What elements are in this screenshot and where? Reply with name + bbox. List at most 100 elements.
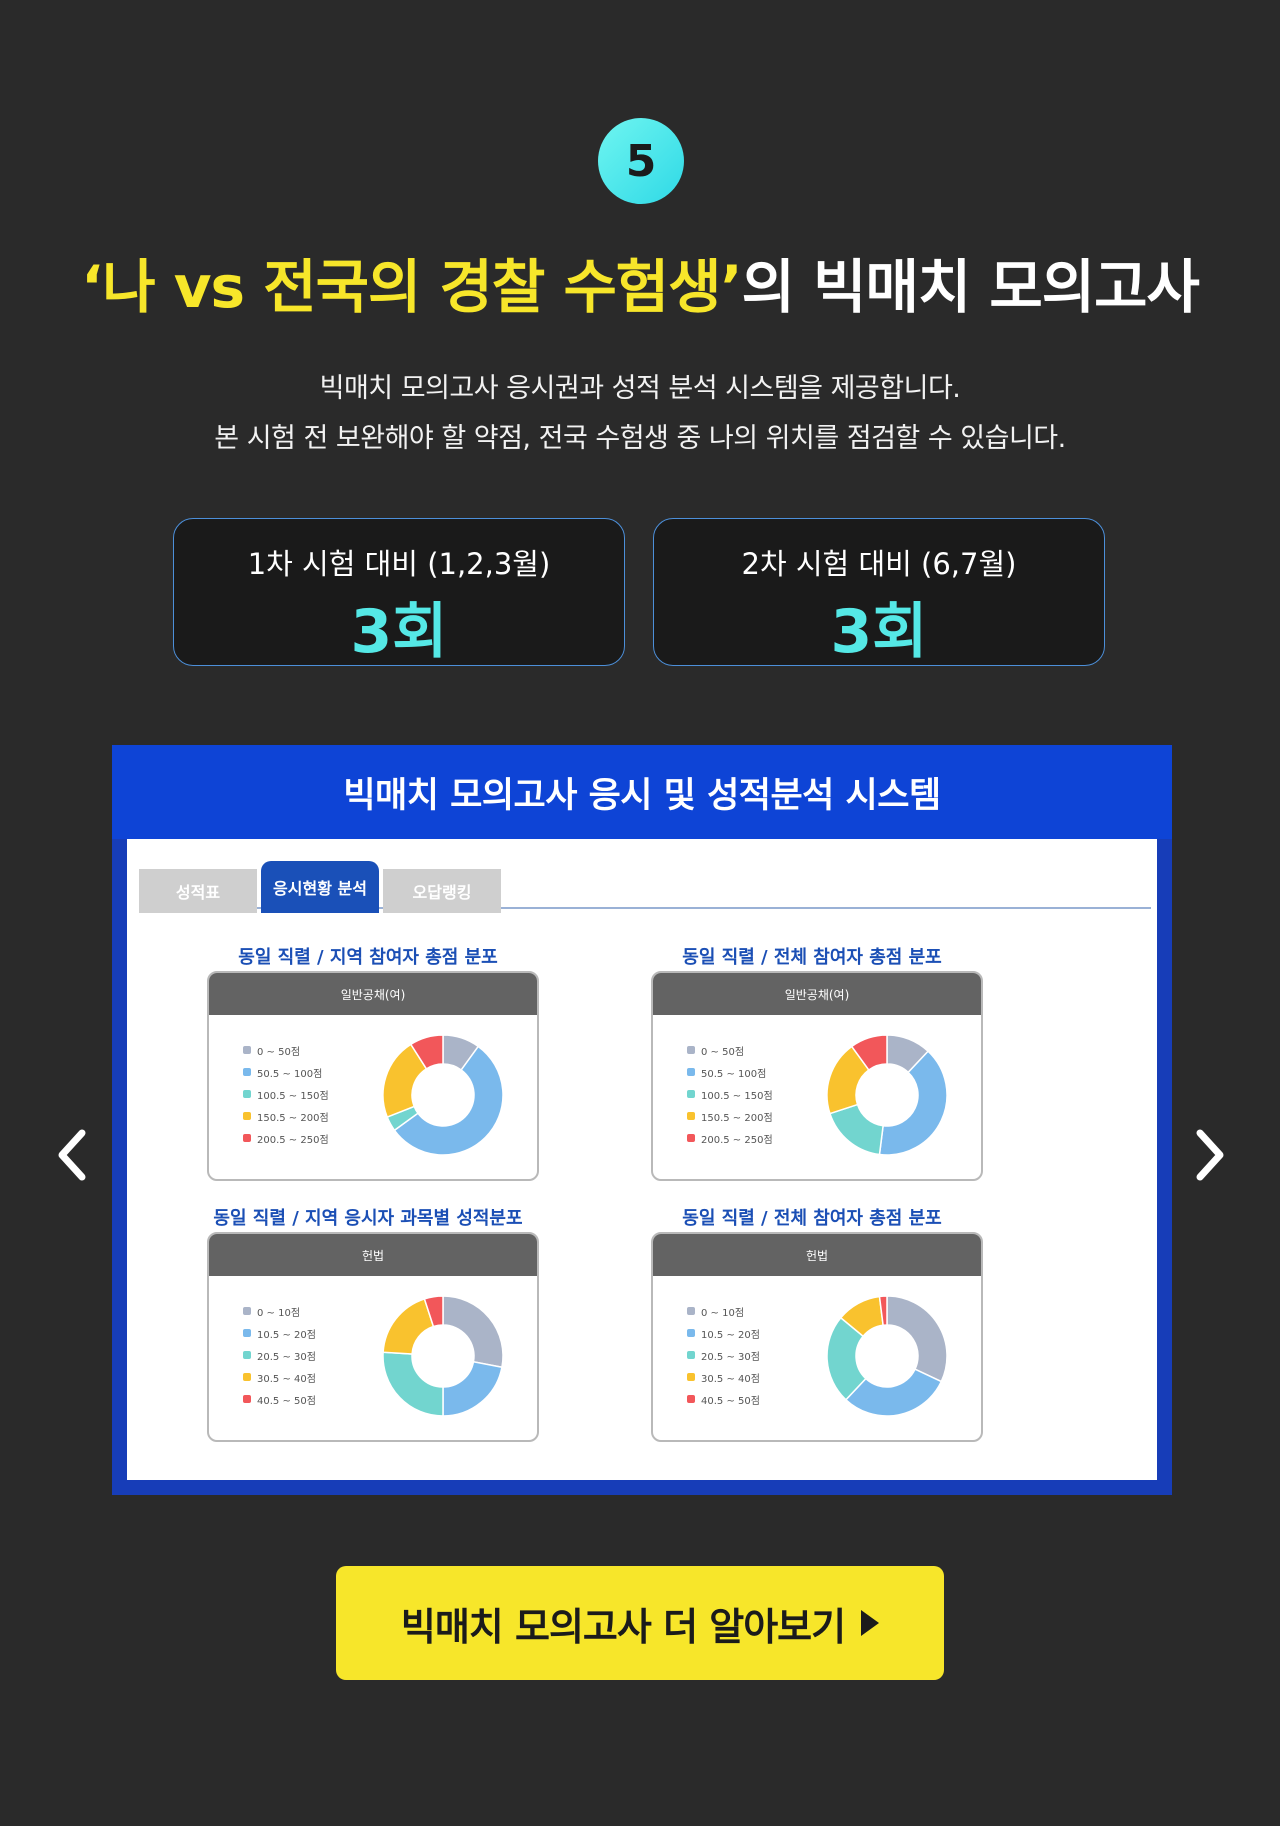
chevron-right-icon[interactable] bbox=[1190, 1125, 1230, 1185]
tab-wrong-answer-ranking[interactable]: 오답랭킹 bbox=[383, 869, 501, 913]
play-triangle-icon bbox=[861, 1610, 880, 1636]
donut-slice bbox=[828, 1103, 884, 1156]
legend-item: 50.5 ~ 100점 bbox=[687, 1061, 773, 1083]
analysis-system-panel: 빅매치 모의고사 응시 및 성적분석 시스템 성적표 응시현황 분석 오답랭킹 … bbox=[112, 745, 1172, 1495]
legend-swatch bbox=[687, 1351, 695, 1359]
tab-report-card[interactable]: 성적표 bbox=[139, 869, 257, 913]
legend-label: 10.5 ~ 20점 bbox=[701, 1329, 760, 1341]
donut-slice bbox=[442, 1360, 503, 1417]
chart-title: 동일 직렬 / 지역 응시자 과목별 성적분포 bbox=[213, 1208, 523, 1229]
chart-subject: 헌법 bbox=[653, 1234, 981, 1276]
legend-swatch bbox=[243, 1046, 251, 1054]
page-title: ‘나 vs 전국의 경찰 수험생’의 빅매치 모의고사 bbox=[0, 240, 1280, 324]
legend-label: 100.5 ~ 150점 bbox=[701, 1090, 773, 1102]
headline-rest: 의 빅매치 모의고사 bbox=[741, 253, 1200, 321]
donut-slice bbox=[878, 1050, 948, 1156]
donut-chart bbox=[826, 1034, 948, 1156]
legend-swatch bbox=[243, 1112, 251, 1120]
panel-title: 빅매치 모의고사 응시 및 성적분석 시스템 bbox=[112, 745, 1172, 839]
donut-slice bbox=[442, 1295, 504, 1369]
chart-subject: 헌법 bbox=[209, 1234, 537, 1276]
donut-slice bbox=[844, 1368, 943, 1417]
legend-item: 0 ~ 10점 bbox=[687, 1300, 760, 1322]
legend-item: 30.5 ~ 40점 bbox=[687, 1366, 760, 1388]
legend-label: 50.5 ~ 100점 bbox=[257, 1068, 323, 1080]
count-card-second-exam: 2차 시험 대비 (6,7월) 3회 bbox=[653, 518, 1105, 667]
legend-swatch bbox=[687, 1395, 695, 1403]
donut-slice bbox=[382, 1297, 435, 1355]
legend-label: 200.5 ~ 250점 bbox=[257, 1134, 329, 1146]
count-value: 3회 bbox=[830, 597, 928, 667]
legend-label: 50.5 ~ 100점 bbox=[701, 1068, 767, 1080]
legend-item: 200.5 ~ 250점 bbox=[687, 1127, 773, 1149]
legend-item: 0 ~ 50점 bbox=[243, 1039, 329, 1061]
legend-label: 0 ~ 10점 bbox=[257, 1307, 301, 1319]
chart-legend: 0 ~ 10점 10.5 ~ 20점 20.5 ~ 30점 30.5 ~ 40점… bbox=[243, 1300, 316, 1410]
legend-item: 40.5 ~ 50점 bbox=[687, 1388, 760, 1410]
legend-label: 30.5 ~ 40점 bbox=[257, 1373, 316, 1385]
donut-slice bbox=[423, 1295, 444, 1328]
cta-label: 빅매치 모의고사 더 알아보기 bbox=[400, 1604, 846, 1649]
chart-card: 일반공채(여) 0 ~ 50점 50.5 ~ 100점 100.5 ~ 150점… bbox=[207, 971, 539, 1181]
donut-slice bbox=[886, 1295, 948, 1383]
legend-label: 200.5 ~ 250점 bbox=[701, 1134, 773, 1146]
legend-label: 10.5 ~ 20점 bbox=[257, 1329, 316, 1341]
legend-label: 20.5 ~ 30점 bbox=[701, 1351, 760, 1363]
donut-chart bbox=[826, 1295, 948, 1417]
count-label: 1차 시험 대비 (1,2,3월) bbox=[247, 547, 551, 581]
chart-legend: 0 ~ 10점 10.5 ~ 20점 20.5 ~ 30점 30.5 ~ 40점… bbox=[687, 1300, 760, 1410]
legend-item: 100.5 ~ 150점 bbox=[243, 1083, 329, 1105]
chevron-left-icon[interactable] bbox=[52, 1125, 92, 1185]
count-label: 2차 시험 대비 (6,7월) bbox=[741, 547, 1017, 581]
legend-swatch bbox=[687, 1046, 695, 1054]
legend-label: 40.5 ~ 50점 bbox=[257, 1395, 316, 1407]
chart-subject: 일반공채(여) bbox=[209, 973, 537, 1015]
donut-slice bbox=[850, 1034, 888, 1071]
analysis-screenshot: 성적표 응시현황 분석 오답랭킹 동일 직렬 / 지역 참여자 총점 분포 일반… bbox=[127, 839, 1157, 1480]
chart-title: 동일 직렬 / 전체 참여자 총점 분포 bbox=[682, 1208, 942, 1229]
description-line-2: 본 시험 전 보완해야 할 약점, 전국 수험생 중 나의 위치를 점검할 수 … bbox=[214, 423, 1066, 454]
legend-swatch bbox=[243, 1351, 251, 1359]
legend-label: 0 ~ 50점 bbox=[257, 1046, 301, 1058]
donut-slice bbox=[878, 1295, 888, 1327]
legend-swatch bbox=[243, 1329, 251, 1337]
description-line-1: 빅매치 모의고사 응시권과 성적 분석 시스템을 제공합니다. bbox=[319, 373, 961, 404]
headline-highlight: ‘나 vs 전국의 경찰 수험생’ bbox=[81, 253, 742, 321]
learn-more-button[interactable]: 빅매치 모의고사 더 알아보기 bbox=[336, 1566, 944, 1680]
legend-swatch bbox=[687, 1090, 695, 1098]
legend-label: 0 ~ 10점 bbox=[701, 1307, 745, 1319]
legend-swatch bbox=[687, 1112, 695, 1120]
legend-label: 100.5 ~ 150점 bbox=[257, 1090, 329, 1102]
legend-label: 20.5 ~ 30점 bbox=[257, 1351, 316, 1363]
chart-title: 동일 직렬 / 전체 참여자 총점 분포 bbox=[682, 947, 942, 968]
legend-item: 200.5 ~ 250점 bbox=[243, 1127, 329, 1149]
donut-chart bbox=[382, 1034, 504, 1156]
legend-item: 0 ~ 50점 bbox=[687, 1039, 773, 1061]
legend-label: 30.5 ~ 40점 bbox=[701, 1373, 760, 1385]
legend-item: 50.5 ~ 100점 bbox=[243, 1061, 329, 1083]
legend-swatch bbox=[243, 1134, 251, 1142]
legend-item: 150.5 ~ 200점 bbox=[243, 1105, 329, 1127]
chart-legend: 0 ~ 50점 50.5 ~ 100점 100.5 ~ 150점 150.5 ~… bbox=[243, 1039, 329, 1149]
legend-item: 0 ~ 10점 bbox=[243, 1300, 316, 1322]
chart-subject: 일반공채(여) bbox=[653, 973, 981, 1015]
legend-swatch bbox=[687, 1068, 695, 1076]
legend-item: 40.5 ~ 50점 bbox=[243, 1388, 316, 1410]
legend-swatch bbox=[243, 1068, 251, 1076]
legend-item: 10.5 ~ 20점 bbox=[243, 1322, 316, 1344]
legend-swatch bbox=[687, 1329, 695, 1337]
legend-swatch bbox=[243, 1307, 251, 1315]
tab-status-analysis[interactable]: 응시현황 분석 bbox=[261, 861, 379, 913]
donut-slice bbox=[382, 1351, 444, 1417]
chart-card: 헌법 0 ~ 10점 10.5 ~ 20점 20.5 ~ 30점 30.5 ~ … bbox=[207, 1232, 539, 1442]
step-badge: 5 bbox=[598, 118, 684, 204]
legend-label: 150.5 ~ 200점 bbox=[701, 1112, 773, 1124]
legend-swatch bbox=[687, 1134, 695, 1142]
donut-chart bbox=[382, 1295, 504, 1417]
legend-item: 30.5 ~ 40점 bbox=[243, 1366, 316, 1388]
chart-title: 동일 직렬 / 지역 참여자 총점 분포 bbox=[238, 947, 498, 968]
legend-swatch bbox=[687, 1373, 695, 1381]
legend-item: 10.5 ~ 20점 bbox=[687, 1322, 760, 1344]
legend-label: 40.5 ~ 50점 bbox=[701, 1395, 760, 1407]
donut-slice bbox=[409, 1034, 444, 1070]
